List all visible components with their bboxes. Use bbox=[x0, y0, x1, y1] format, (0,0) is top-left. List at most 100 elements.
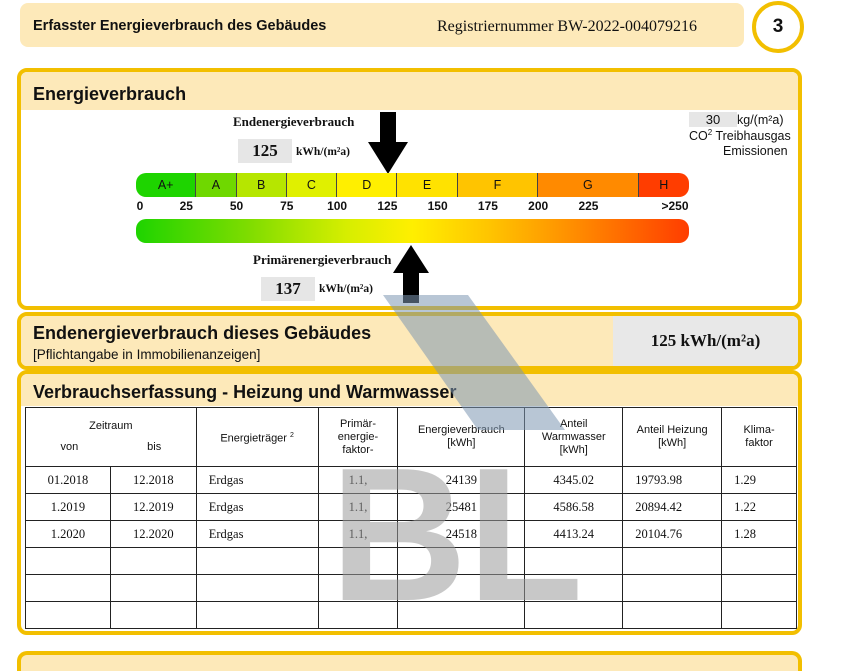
energy-section: Energieverbrauch Endenergieverbrauch 125… bbox=[17, 68, 802, 310]
header-ww-3: [kWh] bbox=[559, 443, 588, 456]
consumption-table-body: 01.2018 12.2018 Erdgas 1.1, 24139 4345.02 1979… bbox=[25, 466, 797, 629]
header-heizung: Anteil Heizung [kWh] bbox=[622, 407, 723, 467]
scale-tick-label: 150 bbox=[427, 199, 448, 213]
cell-heizung: 20894.42 bbox=[622, 493, 723, 521]
energy-class-e: E bbox=[397, 173, 458, 197]
energy-class-f: F bbox=[457, 173, 539, 197]
page-number-badge: 3 bbox=[752, 1, 804, 53]
efficiency-class-scale: A+ A B C D E F G H bbox=[136, 173, 689, 197]
table-row bbox=[25, 601, 797, 629]
scale-tick-label: 0 bbox=[136, 199, 144, 213]
header-zeitraum-label: Zeitraum bbox=[89, 420, 133, 432]
cell-von bbox=[25, 574, 111, 602]
header-hz-2: [kWh] bbox=[658, 437, 687, 449]
header-hz-1: Anteil Heizung bbox=[636, 424, 708, 436]
cell-faktor: 1.1, bbox=[317, 466, 399, 494]
cell-klima bbox=[721, 547, 797, 575]
scale-tick-label: 100 bbox=[327, 199, 348, 213]
cell-bis bbox=[109, 547, 197, 575]
header-primaer-2: energie- bbox=[337, 430, 379, 443]
header-ww-2: Warmwasser bbox=[541, 430, 606, 443]
cell-faktor: 1.1, bbox=[317, 493, 399, 521]
energy-section-header bbox=[21, 72, 798, 110]
consumption-section: Verbrauchserfassung - Heizung und Warmwa… bbox=[17, 370, 802, 635]
header-primaer-3: faktor- bbox=[342, 443, 374, 456]
header-klimafaktor: Klima-faktor bbox=[721, 407, 797, 467]
cell-warmwasser: 4586.58 bbox=[524, 493, 624, 521]
header-von: von bbox=[60, 441, 79, 453]
header-ww-1: Anteil bbox=[559, 417, 588, 430]
header-energietraeger: Energieträger 2 bbox=[195, 407, 319, 467]
cell-klima: 1.29 bbox=[721, 466, 797, 494]
page-title: Erfasster Energieverbrauch des Gebäudes bbox=[33, 18, 327, 34]
co2-label-text-2: Treibhausgas bbox=[712, 129, 791, 144]
co2-subscript: 2 bbox=[707, 128, 713, 137]
cell-klima bbox=[721, 601, 797, 629]
cell-bis: 12.2018 bbox=[109, 466, 197, 494]
cell-von bbox=[25, 601, 111, 629]
primary-energy-label: Primärenergieverbrauch bbox=[253, 252, 392, 267]
cell-verbrauch: 24139 bbox=[397, 466, 526, 494]
cell-faktor bbox=[317, 574, 399, 602]
building-energy-subtitle: [Pflichtangabe in Immobilienanzeigen] bbox=[33, 347, 261, 362]
consumption-table: Zeitraum von bis Energieträger 2 Primär-… bbox=[25, 407, 797, 629]
cell-warmwasser bbox=[524, 601, 624, 629]
cell-warmwasser: 4345.02 bbox=[524, 466, 624, 494]
cell-warmwasser: 4413.24 bbox=[524, 520, 624, 548]
cell-von: 01.2018 bbox=[25, 466, 111, 494]
primary-energy-unit: kWh/(m²a) bbox=[319, 283, 373, 295]
co2-unit: kg/(m²a) bbox=[737, 113, 784, 127]
header-energietraeger-label: Energieträger bbox=[220, 432, 287, 445]
co2-label: CO2 Treibhausgas bbox=[689, 128, 791, 143]
table-row: 1.2020 12.2020 Erdgas 1.1, 24518 4413.24 20104… bbox=[25, 520, 797, 548]
header-ev-1: Energieverbrauch bbox=[417, 424, 505, 436]
header-warmwasser: Anteil Warmwasser [kWh] bbox=[524, 407, 624, 467]
scale-tick-label: 200 bbox=[528, 199, 549, 213]
cell-faktor bbox=[317, 601, 399, 629]
header-primaer-1: Primär- bbox=[339, 417, 377, 430]
energy-class-aplus: A+ bbox=[136, 173, 197, 197]
consumption-section-title: Verbrauchserfassung - Heizung und Warmwa… bbox=[33, 382, 457, 402]
cell-verbrauch: 25481 bbox=[397, 493, 526, 521]
table-row bbox=[25, 574, 797, 602]
cell-von: 1.2020 bbox=[25, 520, 111, 548]
cell-faktor: 1.1, bbox=[317, 520, 399, 548]
page-header: Erfasster Energieverbrauch des Gebäudes … bbox=[20, 3, 744, 47]
cell-bis bbox=[109, 574, 197, 602]
cell-heizung: 19793.98 bbox=[622, 466, 723, 494]
cell-traeger bbox=[195, 574, 319, 602]
scale-tick-label: 50 bbox=[229, 199, 244, 213]
cell-bis bbox=[109, 601, 197, 629]
header-zeitraum: Zeitraum von bis bbox=[25, 407, 197, 467]
end-energy-arrow-icon bbox=[368, 112, 409, 174]
co2-label-text: CO bbox=[689, 129, 708, 144]
scale-tick-label: >250 bbox=[661, 199, 689, 213]
primary-energy-value: 137 bbox=[261, 277, 315, 301]
energy-class-a: A bbox=[196, 173, 237, 197]
header-energietraeger-sup: 2 bbox=[290, 431, 294, 439]
building-energy-value: 125 kWh/(m²a) bbox=[613, 316, 798, 366]
cell-traeger bbox=[195, 547, 319, 575]
co2-value: 30 bbox=[689, 112, 737, 127]
co2-emissions-label: Emissionen bbox=[723, 144, 788, 158]
energy-class-b: B bbox=[236, 173, 287, 197]
energy-class-h: H bbox=[638, 173, 689, 197]
cell-warmwasser bbox=[524, 574, 624, 602]
cell-bis: 12.2020 bbox=[109, 520, 197, 548]
cell-klima: 1.28 bbox=[721, 520, 797, 548]
header-primaerfaktor: Primär-energie-faktor- bbox=[317, 407, 399, 467]
header-ev-2: [kWh] bbox=[447, 437, 476, 449]
table-row: 1.2019 12.2019 Erdgas 1.1, 25481 4586.58 20894… bbox=[25, 493, 797, 521]
building-energy-title: Endenergieverbrauch dieses Gebäudes bbox=[33, 323, 372, 343]
cell-klima: 1.22 bbox=[721, 493, 797, 521]
table-row: 01.2018 12.2018 Erdgas 1.1, 24139 4345.02 1979… bbox=[25, 466, 797, 494]
cell-traeger: Erdgas bbox=[195, 493, 319, 521]
table-row bbox=[25, 547, 797, 575]
efficiency-gradient-bar bbox=[136, 219, 689, 243]
registration-number: Registriernummer BW-2022-004079216 bbox=[437, 18, 697, 35]
cell-von bbox=[25, 547, 111, 575]
cell-heizung bbox=[622, 547, 723, 575]
scale-tick-label: 225 bbox=[578, 199, 599, 213]
cell-verbrauch bbox=[397, 601, 526, 629]
scale-tick-label: 175 bbox=[477, 199, 498, 213]
